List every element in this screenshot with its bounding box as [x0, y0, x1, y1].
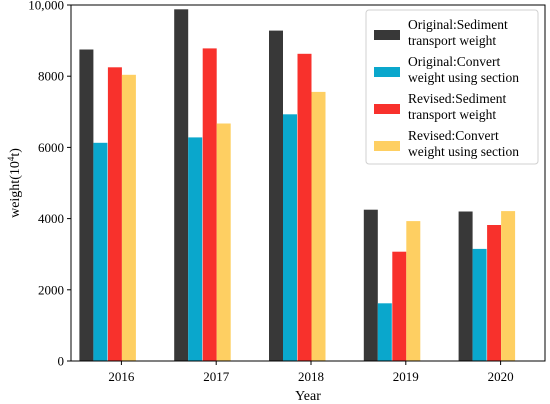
bar-2018-series-3	[297, 53, 312, 362]
y-axis-label: weight(104t)	[6, 148, 23, 218]
bar-2017-series-2	[188, 137, 203, 361]
x-tick-label: 2017	[203, 369, 230, 384]
bar-2019-series-1	[363, 209, 378, 361]
legend-label-3: Revised:Sediment	[408, 91, 506, 106]
plot-frame	[70, 4, 546, 362]
bar-2018-series-2	[283, 114, 297, 361]
y-tick-label: 10,000	[28, 0, 64, 13]
y-axis: 0 2000 4000 6000 8000 10,000	[28, 0, 71, 369]
bar-2016-series-4	[121, 74, 136, 362]
bar-2016-series-3	[107, 67, 122, 362]
bar-2016-series-2	[93, 142, 108, 361]
x-tick-label: 2020	[488, 369, 514, 384]
y-axis-label-tail: t)	[8, 148, 23, 157]
x-tick-label: 2019	[393, 369, 419, 384]
legend-swatch-4	[374, 141, 400, 151]
bar-2019-series-4	[406, 221, 421, 361]
y-axis-label-superscript: 4	[6, 156, 16, 161]
legend-label-2: Original:Convert	[408, 54, 500, 69]
x-axis-label: Year	[295, 389, 321, 404]
bar-2020-series-2	[472, 248, 487, 361]
legend-label-4: weight using section	[408, 144, 519, 159]
bar-2020-series-1	[458, 211, 473, 361]
bar-2017-series-1	[174, 9, 189, 362]
y-tick-label: 0	[58, 354, 65, 369]
legend-swatch-3	[374, 104, 400, 114]
x-tick-label: 2018	[298, 369, 324, 384]
y-tick-label: 6000	[38, 140, 64, 155]
bar-2020-series-4	[501, 211, 516, 361]
legend-label-4: Revised:Convert	[408, 128, 499, 143]
legend-label-1: transport weight	[408, 33, 496, 48]
legend-frame	[365, 9, 539, 165]
bar-2018-series-1	[269, 30, 283, 361]
bar-2018-series-4	[311, 91, 326, 362]
bar-2016-series-1	[79, 49, 94, 361]
y-tick-label: 8000	[38, 69, 64, 84]
bar-2017-series-4	[216, 123, 231, 361]
legend-swatch-1	[374, 30, 400, 40]
bar-2019-series-3	[392, 251, 407, 361]
legend-swatch-2	[374, 67, 400, 77]
legend-label-1: Original:Sediment	[408, 17, 508, 32]
bar-2020-series-3	[487, 225, 502, 361]
legend-label-2: weight using section	[408, 70, 519, 85]
bar-2019-series-2	[377, 303, 392, 361]
bars-layer	[79, 9, 516, 362]
y-tick-label: 2000	[38, 282, 64, 297]
y-tick-label: 4000	[38, 211, 64, 226]
x-axis: 2016 2017 2018 2019 2020	[108, 361, 514, 384]
x-tick-label: 2016	[108, 369, 135, 384]
bar-2017-series-3	[202, 48, 217, 362]
y-axis-label-main: weight(10	[8, 161, 23, 218]
legend-label-3: transport weight	[408, 107, 496, 122]
